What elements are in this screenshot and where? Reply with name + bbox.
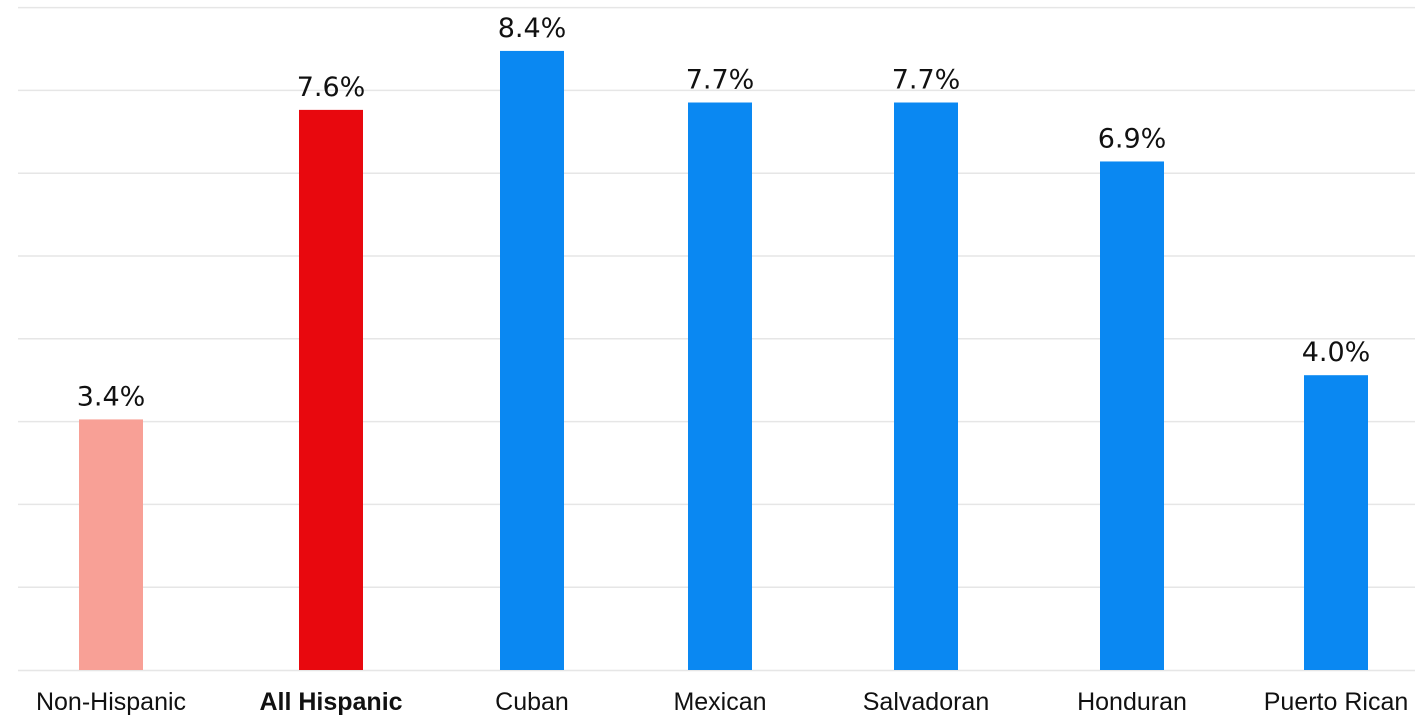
category-label-honduran: Honduran	[1077, 688, 1187, 716]
bar-mexican	[688, 102, 752, 670]
category-label-all-hispanic: All Hispanic	[259, 688, 402, 716]
value-label-salvadoran: 7.7%	[892, 65, 961, 96]
bar-non-hispanic	[79, 419, 143, 670]
bars	[79, 50, 1368, 671]
value-label-all-hispanic: 7.6%	[297, 72, 366, 103]
category-label-salvadoran: Salvadoran	[863, 688, 989, 716]
value-label-honduran: 6.9%	[1098, 123, 1167, 154]
category-label-cuban: Cuban	[495, 688, 569, 716]
category-labels: Non-Hispanic All Hispanic Cuban Mexican Salv…	[36, 688, 1408, 716]
bar-cuban	[500, 50, 564, 671]
bar-puerto-rican	[1304, 375, 1368, 670]
value-label-non-hispanic: 3.4%	[77, 381, 146, 412]
value-label-puerto-rican: 4.0%	[1302, 337, 1371, 368]
value-labels: 3.4% 7.6% 8.4% 7.7% 7.7% 6.9% 4.0%	[77, 13, 1371, 413]
bar-all-hispanic	[299, 109, 363, 670]
value-label-mexican: 7.7%	[686, 65, 755, 96]
category-label-mexican: Mexican	[673, 688, 766, 716]
bar-honduran	[1100, 161, 1164, 670]
category-label-non-hispanic: Non-Hispanic	[36, 688, 186, 716]
value-label-cuban: 8.4%	[498, 13, 567, 44]
category-label-puerto-rican: Puerto Rican	[1264, 688, 1409, 716]
bar-salvadoran	[894, 102, 958, 670]
